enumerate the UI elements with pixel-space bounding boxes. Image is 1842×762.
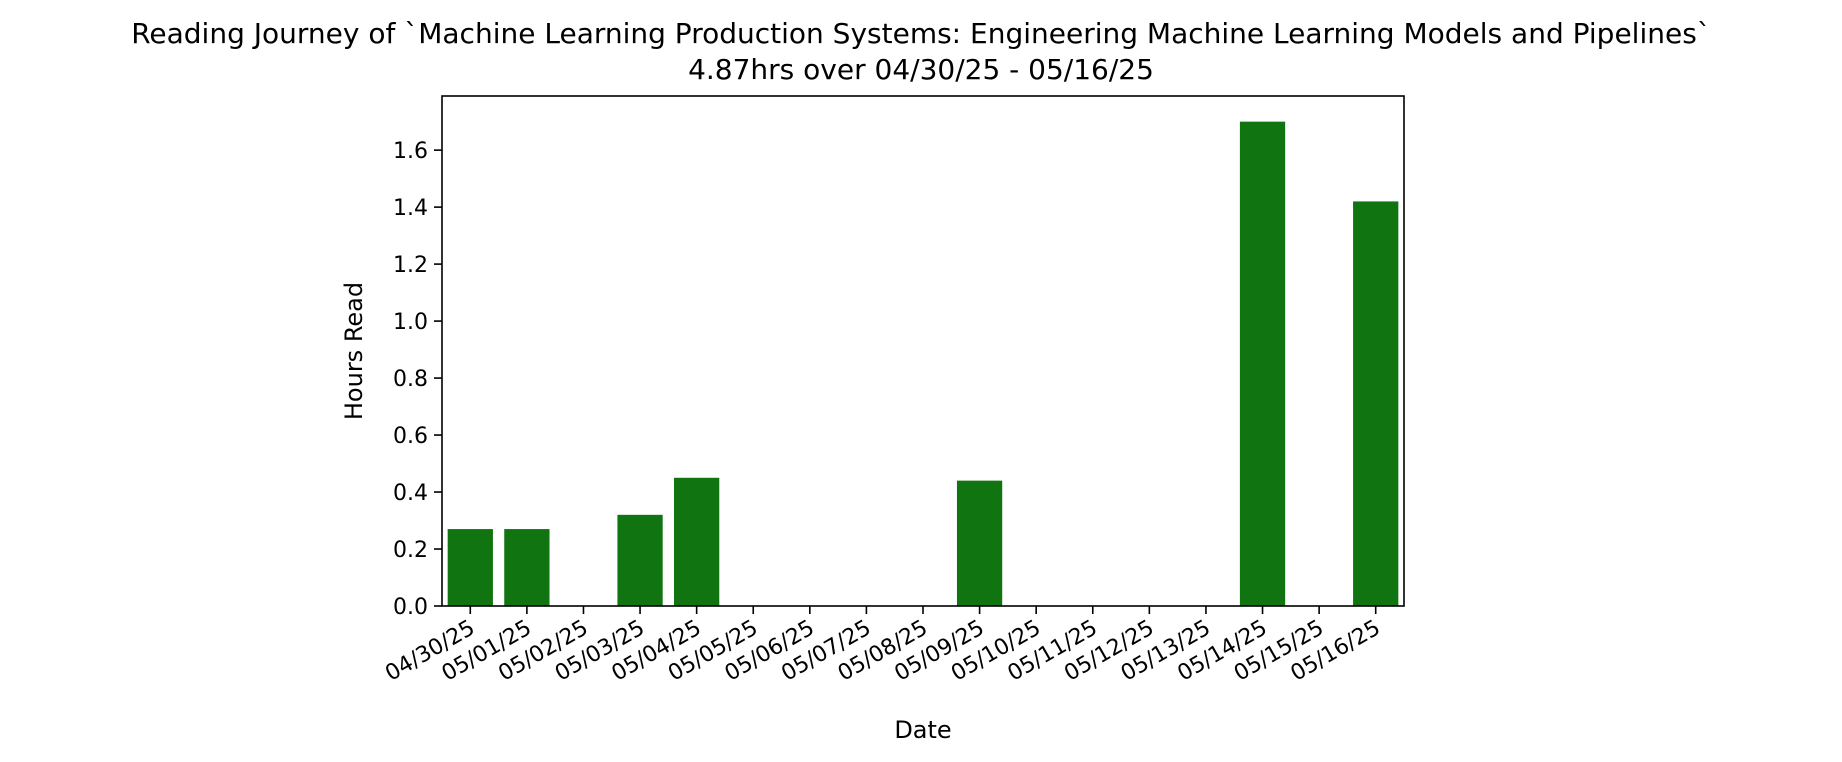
y-tick-label: 0.4 <box>393 481 428 506</box>
bars-group <box>447 121 1399 606</box>
bar-16 <box>1353 201 1399 606</box>
y-tick-label: 0.0 <box>393 595 428 620</box>
y-tick-label: 1.6 <box>393 139 428 164</box>
y-tick-label: 0.8 <box>393 367 428 392</box>
y-tick-label: 1.4 <box>393 196 428 221</box>
bar-14 <box>1239 121 1286 606</box>
bar-4 <box>674 477 720 606</box>
bar-1 <box>504 529 550 606</box>
plot-frame <box>441 95 1405 607</box>
y-axis: 0.0 0.2 0.4 0.6 0.8 1.0 1.2 1.4 1.6 <box>393 139 442 620</box>
x-axis: 04/30/2505/01/2505/02/2505/03/2505/04/25… <box>381 606 1385 687</box>
bar-3 <box>617 514 663 606</box>
chart-subtitle: 4.87hrs over 04/30/25 - 05/16/25 <box>688 53 1154 86</box>
y-tick-label: 1.0 <box>393 310 428 335</box>
y-tick-label: 0.6 <box>393 424 428 449</box>
bar-9 <box>956 480 1003 606</box>
x-axis-label: Date <box>894 716 951 744</box>
chart-title: Reading Journey of `Machine Learning Pro… <box>131 17 1711 50</box>
y-axis-label: Hours Read <box>340 282 368 420</box>
y-tick-label: 1.2 <box>393 253 428 278</box>
bar-0 <box>447 529 493 606</box>
y-tick-label: 0.2 <box>393 538 428 563</box>
